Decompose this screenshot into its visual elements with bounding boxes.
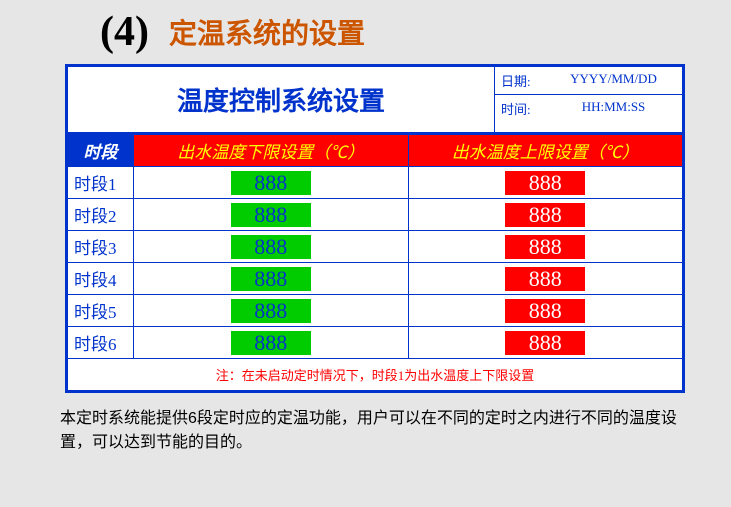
grid-row: 时段6 888 888 [68,326,682,358]
col-header-period: 时段 [68,135,134,166]
low-cell: 888 [134,263,409,294]
date-row: 日期: YYYY/MM/DD [495,67,682,95]
high-cell: 888 [409,167,683,198]
low-cell: 888 [134,231,409,262]
description-text: 本定时系统能提供6段定时应的定温功能，用户可以在不同的定时之内进行不同的温度设置… [60,407,691,455]
low-value[interactable]: 888 [231,235,311,259]
section-title: 定温系统的设置 [169,12,365,52]
period-cell: 时段4 [68,263,134,294]
low-value[interactable]: 888 [231,171,311,195]
step-number: (4) [100,8,149,56]
low-cell: 888 [134,167,409,198]
low-cell: 888 [134,199,409,230]
time-value: HH:MM:SS [551,99,676,118]
section-header: (4) 定温系统的设置 [100,0,731,64]
date-value: YYYY/MM/DD [551,71,676,90]
high-cell: 888 [409,327,683,358]
period-cell: 时段5 [68,295,134,326]
low-value[interactable]: 888 [231,299,311,323]
datetime-col: 日期: YYYY/MM/DD 时间: HH:MM:SS [494,67,682,132]
high-cell: 888 [409,295,683,326]
grid-row: 时段2 888 888 [68,198,682,230]
high-value[interactable]: 888 [505,235,585,259]
date-label: 日期: [501,71,551,90]
low-value[interactable]: 888 [231,267,311,291]
grid-header: 时段 出水温度下限设置（℃） 出水温度上限设置（℃） [68,135,682,166]
high-cell: 888 [409,231,683,262]
period-cell: 时段6 [68,327,134,358]
grid-body: 时段1 888 888 时段2 888 888 时段3 888 888 时段4 888 888 时段5 8… [68,166,682,358]
period-cell: 时段2 [68,199,134,230]
col-header-high: 出水温度上限设置（℃） [409,135,683,166]
col-header-low: 出水温度下限设置（℃） [134,135,409,166]
high-cell: 888 [409,199,683,230]
time-label: 时间: [501,99,551,118]
period-cell: 时段3 [68,231,134,262]
high-value[interactable]: 888 [505,203,585,227]
low-cell: 888 [134,295,409,326]
high-value[interactable]: 888 [505,267,585,291]
low-value[interactable]: 888 [231,331,311,355]
high-value[interactable]: 888 [505,299,585,323]
time-row: 时间: HH:MM:SS [495,95,682,122]
panel-title: 温度控制系统设置 [68,67,494,132]
settings-panel: 温度控制系统设置 日期: YYYY/MM/DD 时间: HH:MM:SS 时段 … [65,64,685,393]
high-value[interactable]: 888 [505,171,585,195]
grid-row: 时段1 888 888 [68,166,682,198]
grid-row: 时段5 888 888 [68,294,682,326]
panel-top: 温度控制系统设置 日期: YYYY/MM/DD 时间: HH:MM:SS [68,67,682,135]
grid-row: 时段4 888 888 [68,262,682,294]
grid-row: 时段3 888 888 [68,230,682,262]
low-value[interactable]: 888 [231,203,311,227]
low-cell: 888 [134,327,409,358]
high-cell: 888 [409,263,683,294]
grid-note: 注：在未启动定时情况下，时段1为出水温度上下限设置 [68,358,682,390]
period-cell: 时段1 [68,167,134,198]
high-value[interactable]: 888 [505,331,585,355]
